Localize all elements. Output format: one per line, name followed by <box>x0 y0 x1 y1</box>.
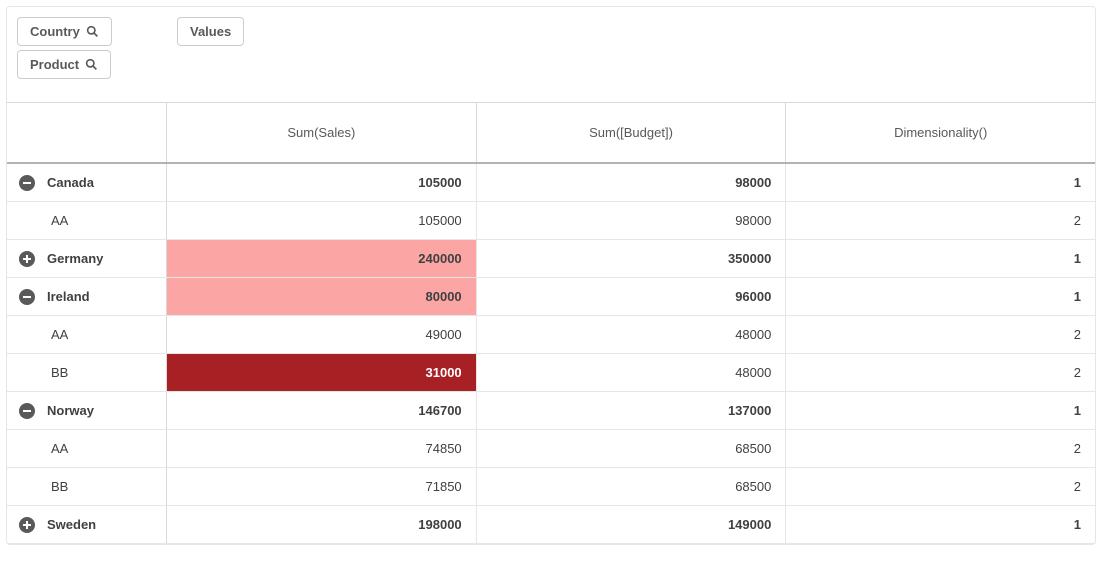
value-cell[interactable]: 1 <box>786 164 1095 201</box>
row-header[interactable]: AA <box>7 430 167 467</box>
table-row: AA 49000480002 <box>7 316 1095 354</box>
table-row: Norway 1467001370001 <box>7 392 1095 430</box>
value-cell[interactable]: 68500 <box>477 468 787 505</box>
table-row: Sweden 1980001490001 <box>7 506 1095 544</box>
value-cell[interactable]: 49000 <box>167 316 477 353</box>
collapse-icon[interactable] <box>19 289 35 305</box>
table-row: AA 105000980002 <box>7 202 1095 240</box>
row-label-text: Canada <box>47 175 94 190</box>
row-label-text: Sweden <box>47 517 96 532</box>
value-cell[interactable]: 2 <box>786 468 1095 505</box>
value-cell[interactable]: 98000 <box>477 164 787 201</box>
value-cell[interactable]: 48000 <box>477 354 787 391</box>
dimension-label: Country <box>30 24 80 39</box>
value-cell[interactable]: 149000 <box>477 506 787 543</box>
row-header[interactable]: AA <box>7 202 167 239</box>
dimension-pill-product[interactable]: Product <box>17 50 111 79</box>
column-header[interactable]: Dimensionality() <box>786 103 1095 162</box>
value-cell[interactable]: 71850 <box>167 468 477 505</box>
row-label-text: Germany <box>47 251 103 266</box>
row-header[interactable]: Sweden <box>7 506 167 543</box>
row-header[interactable]: BB <box>7 468 167 505</box>
row-header[interactable]: Ireland <box>7 278 167 315</box>
value-cell[interactable]: 1 <box>786 240 1095 277</box>
row-label-text: AA <box>51 441 68 456</box>
row-header[interactable]: BB <box>7 354 167 391</box>
expand-icon[interactable] <box>19 517 35 533</box>
value-cell[interactable]: 137000 <box>477 392 787 429</box>
dimension-buttons: Country Product <box>17 17 167 79</box>
column-header-row: Sum(Sales) Sum([Budget]) Dimensionality(… <box>7 103 1095 164</box>
column-header[interactable]: Sum([Budget]) <box>477 103 787 162</box>
values-label: Values <box>190 24 231 39</box>
value-cell[interactable]: 31000 <box>167 354 477 391</box>
column-header[interactable]: Sum(Sales) <box>167 103 477 162</box>
row-label-text: BB <box>51 479 68 494</box>
value-cell[interactable]: 2 <box>786 316 1095 353</box>
row-label-text: AA <box>51 213 68 228</box>
value-cell[interactable]: 96000 <box>477 278 787 315</box>
value-cell[interactable]: 105000 <box>167 164 477 201</box>
value-cell[interactable]: 1 <box>786 392 1095 429</box>
value-cell[interactable]: 98000 <box>477 202 787 239</box>
row-label-text: BB <box>51 365 68 380</box>
row-header[interactable]: Norway <box>7 392 167 429</box>
row-label-text: Norway <box>47 403 94 418</box>
search-icon <box>86 25 99 38</box>
row-header[interactable]: AA <box>7 316 167 353</box>
row-header[interactable]: Canada <box>7 164 167 201</box>
value-cell[interactable]: 1 <box>786 506 1095 543</box>
value-cell[interactable]: 68500 <box>477 430 787 467</box>
value-cell[interactable]: 198000 <box>167 506 477 543</box>
collapse-icon[interactable] <box>19 175 35 191</box>
search-icon <box>85 58 98 71</box>
pivot-top-area: Country Product Values <box>7 7 1095 103</box>
value-cell[interactable]: 80000 <box>167 278 477 315</box>
value-cell[interactable]: 2 <box>786 430 1095 467</box>
value-cell[interactable]: 105000 <box>167 202 477 239</box>
collapse-icon[interactable] <box>19 403 35 419</box>
value-cell[interactable]: 146700 <box>167 392 477 429</box>
value-cell[interactable]: 74850 <box>167 430 477 467</box>
pivot-body: Canada105000980001AA105000980002Germany2… <box>7 164 1095 544</box>
pivot-table: Country Product Values Sum(Sales) Sum([B… <box>6 6 1096 545</box>
value-cell[interactable]: 48000 <box>477 316 787 353</box>
table-row: Germany 2400003500001 <box>7 240 1095 278</box>
row-header[interactable]: Germany <box>7 240 167 277</box>
table-row: BB 71850685002 <box>7 468 1095 506</box>
value-cell[interactable]: 350000 <box>477 240 787 277</box>
table-row: Ireland 80000960001 <box>7 278 1095 316</box>
value-cell[interactable]: 2 <box>786 354 1095 391</box>
table-row: Canada 105000980001 <box>7 164 1095 202</box>
row-label-text: Ireland <box>47 289 90 304</box>
row-header-spacer <box>7 103 167 162</box>
dimension-label: Product <box>30 57 79 72</box>
table-row: AA 74850685002 <box>7 430 1095 468</box>
value-cell[interactable]: 240000 <box>167 240 477 277</box>
values-area: Values <box>167 17 244 46</box>
value-cell[interactable]: 1 <box>786 278 1095 315</box>
expand-icon[interactable] <box>19 251 35 267</box>
row-label-text: AA <box>51 327 68 342</box>
value-cell[interactable]: 2 <box>786 202 1095 239</box>
dimension-pill-country[interactable]: Country <box>17 17 112 46</box>
values-pill[interactable]: Values <box>177 17 244 46</box>
table-row: BB 31000480002 <box>7 354 1095 392</box>
